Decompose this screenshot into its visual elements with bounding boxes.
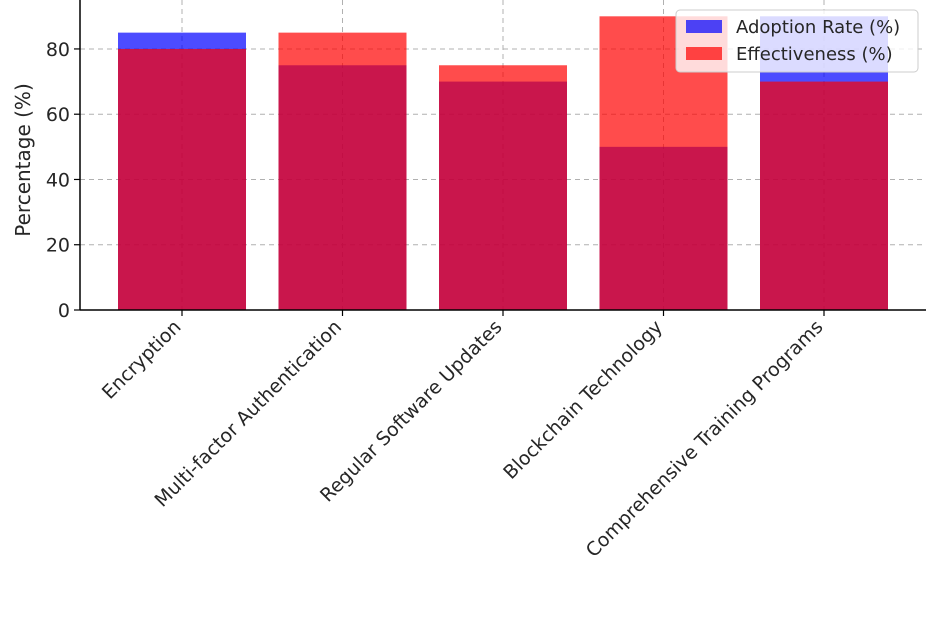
y-tick-label: 60 — [46, 104, 70, 126]
x-tick-label: Encryption — [98, 316, 186, 404]
bar — [439, 65, 567, 311]
legend-box — [675, 9, 919, 73]
legend-swatch — [686, 47, 722, 60]
bar — [760, 81, 888, 310]
legend-label: Adoption Rate (%) — [736, 17, 900, 38]
y-tick-label: 80 — [46, 39, 70, 61]
legend-swatch — [686, 20, 722, 33]
legend-label: Effectiveness (%) — [736, 44, 893, 65]
x-tick-label: Multi-factor Authentication — [151, 316, 347, 512]
x-tick-label: Blockchain Technology — [499, 316, 667, 484]
y-tick-label: 40 — [46, 169, 70, 191]
y-tick-label: 0 — [58, 300, 70, 322]
x-tick-label: Regular Software Updates — [316, 316, 507, 507]
bar — [278, 32, 407, 310]
y-tick-label: 20 — [46, 235, 70, 257]
y-axis-label: Percentage (%) — [11, 83, 35, 236]
bar — [118, 48, 246, 311]
legend: Adoption Rate (%) Effectiveness (%) — [675, 9, 919, 73]
y-axis-ticks: 0 20 40 60 80 — [46, 39, 80, 322]
